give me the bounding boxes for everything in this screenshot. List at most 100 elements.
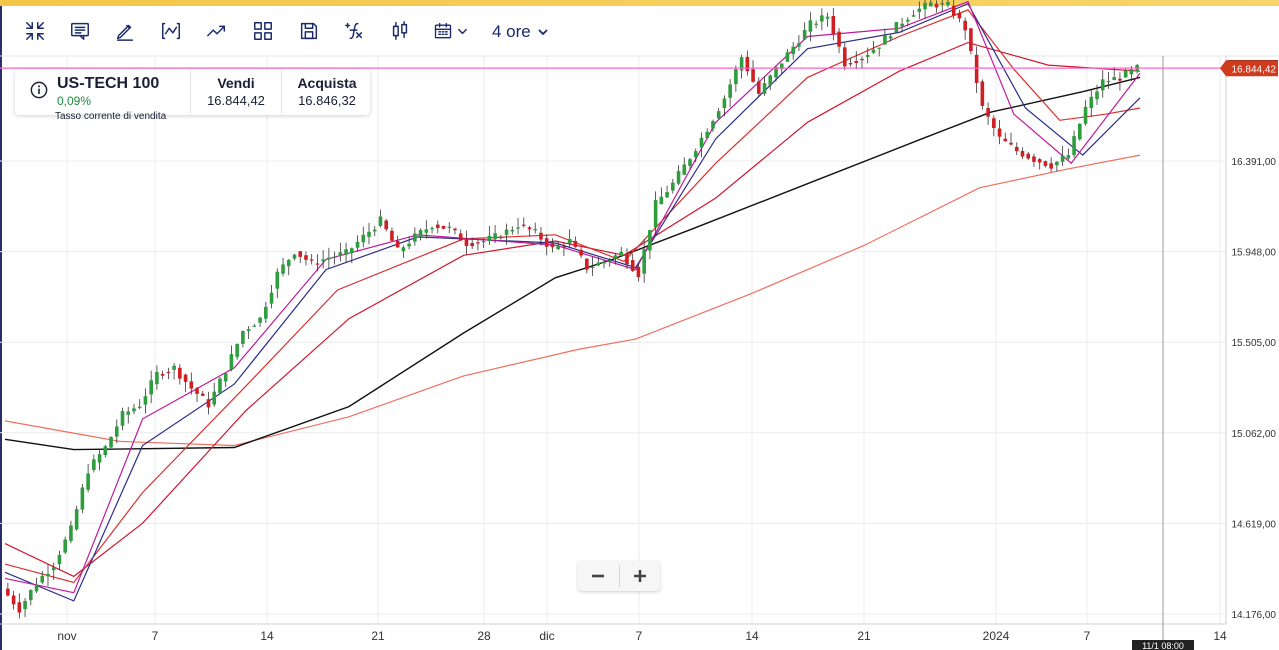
collapse-icon[interactable] xyxy=(17,14,53,48)
candle-body xyxy=(544,238,549,247)
x-tick-label: nov xyxy=(57,629,76,643)
candle-body xyxy=(315,263,320,265)
candle xyxy=(17,593,22,619)
candle xyxy=(676,165,681,186)
candle xyxy=(613,253,618,265)
candle xyxy=(556,241,560,251)
candle-body xyxy=(458,233,463,241)
candle-body xyxy=(940,2,945,5)
notes-icon[interactable] xyxy=(62,14,98,48)
candle xyxy=(441,225,446,230)
pencil-icon[interactable] xyxy=(107,14,143,48)
candle-body xyxy=(596,262,601,266)
candle xyxy=(292,253,297,261)
candle xyxy=(820,8,824,31)
candle-body xyxy=(854,60,859,64)
candle-body xyxy=(286,259,291,267)
crosshair-time-badge xyxy=(1132,640,1194,650)
candle xyxy=(23,598,27,618)
candle-body xyxy=(86,473,90,490)
buy-button[interactable]: Acquista 16.846,32 xyxy=(282,69,372,115)
candle xyxy=(802,22,807,41)
candle-body xyxy=(229,354,234,370)
candle-body xyxy=(206,399,211,408)
candle xyxy=(745,50,750,76)
candle-body xyxy=(126,411,131,415)
candle xyxy=(665,185,669,198)
candle-body xyxy=(269,292,274,304)
candle xyxy=(499,234,503,240)
candle-body xyxy=(693,151,698,158)
x-tick-label: 28 xyxy=(477,629,491,643)
candle-body xyxy=(716,111,721,119)
candle-body xyxy=(705,131,710,139)
candle-body xyxy=(923,2,927,10)
candle xyxy=(264,301,268,323)
x-tick-label: 21 xyxy=(371,629,385,643)
candle-body xyxy=(372,229,377,232)
save-icon[interactable] xyxy=(291,14,327,48)
candle-body xyxy=(109,437,113,448)
left-edge-bar xyxy=(0,6,2,650)
candle xyxy=(355,235,360,252)
candle-body xyxy=(424,229,429,233)
candle xyxy=(418,228,423,241)
calendar-icon[interactable] xyxy=(427,14,473,48)
function-icon[interactable] xyxy=(336,14,372,48)
info-icon[interactable] xyxy=(30,81,48,99)
candle-body xyxy=(223,373,228,382)
zoom-out-button[interactable] xyxy=(578,561,619,591)
candle-body xyxy=(166,371,171,374)
candle-body xyxy=(344,249,348,255)
candle-body xyxy=(155,371,159,385)
candle xyxy=(596,257,601,267)
candle-body xyxy=(917,8,922,12)
candle-body xyxy=(1095,91,1099,100)
candle xyxy=(315,254,320,272)
candle xyxy=(453,227,457,235)
grid-icon[interactable] xyxy=(245,14,281,48)
sell-button[interactable]: Vendi 16.844,42 xyxy=(191,69,281,115)
line-chart-icon[interactable] xyxy=(153,14,189,48)
candle xyxy=(911,10,916,17)
candle-body xyxy=(46,573,50,577)
candle-body xyxy=(888,36,893,39)
candle xyxy=(1083,100,1088,126)
candle xyxy=(722,95,727,117)
candle-body xyxy=(797,43,801,47)
candle xyxy=(636,263,641,282)
indicator-line-1 xyxy=(4,154,1141,447)
candle-body xyxy=(292,254,297,259)
candle xyxy=(516,217,520,235)
candle xyxy=(848,57,853,67)
candle xyxy=(338,242,343,262)
candle-body xyxy=(1118,78,1122,81)
x-tick-label: 7 xyxy=(636,629,643,643)
candle xyxy=(986,102,990,125)
candle xyxy=(1049,157,1053,172)
candlestick-icon[interactable] xyxy=(382,14,418,48)
candle xyxy=(395,235,400,248)
candle-body xyxy=(860,58,864,61)
candle-body xyxy=(900,23,904,27)
candle-body xyxy=(470,243,474,247)
candle-body xyxy=(585,258,589,270)
candle-body xyxy=(630,260,635,271)
candle xyxy=(1095,84,1099,106)
candle-body xyxy=(338,252,343,256)
candle xyxy=(625,248,629,269)
candle xyxy=(361,226,366,248)
candle xyxy=(275,268,280,299)
timeframe-select[interactable]: 4 ore xyxy=(492,20,549,44)
trend-icon[interactable] xyxy=(199,14,235,48)
candle xyxy=(1014,142,1019,156)
zoom-in-button[interactable] xyxy=(619,561,660,591)
zoom-divider xyxy=(618,565,620,587)
sell-label: Vendi xyxy=(217,75,255,91)
candle xyxy=(476,239,480,251)
candle-body xyxy=(1078,123,1082,140)
x-tick-label: 21 xyxy=(857,629,871,643)
candle xyxy=(888,34,893,42)
candle-body xyxy=(837,31,841,47)
